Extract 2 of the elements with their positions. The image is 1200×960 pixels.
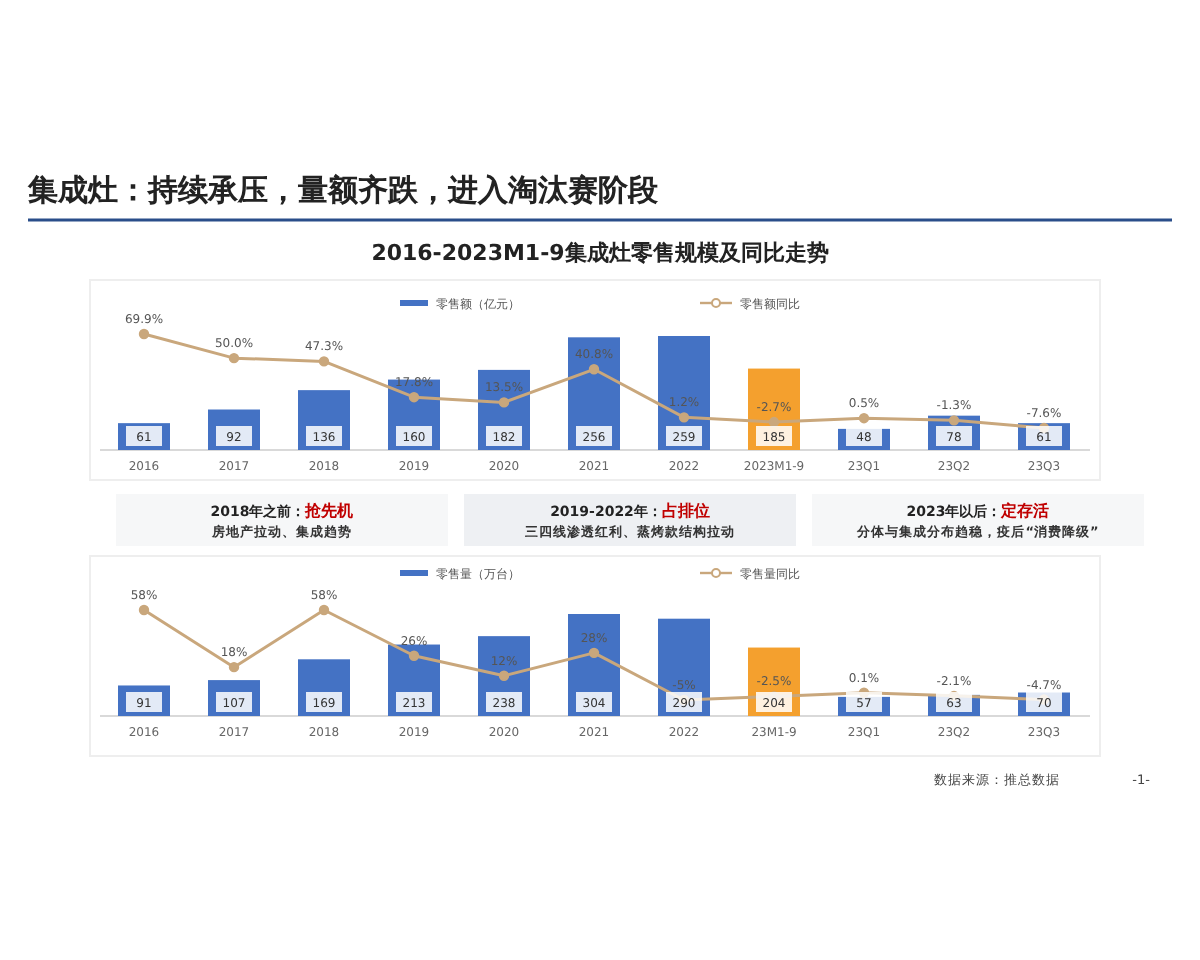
chart-title: 集成灶：持续承压，量额齐跌，进入淘汰赛阶段: [26, 172, 660, 208]
chart-subtitle: 2016-2023M1-9集成灶零售规模及同比走势: [371, 240, 829, 266]
